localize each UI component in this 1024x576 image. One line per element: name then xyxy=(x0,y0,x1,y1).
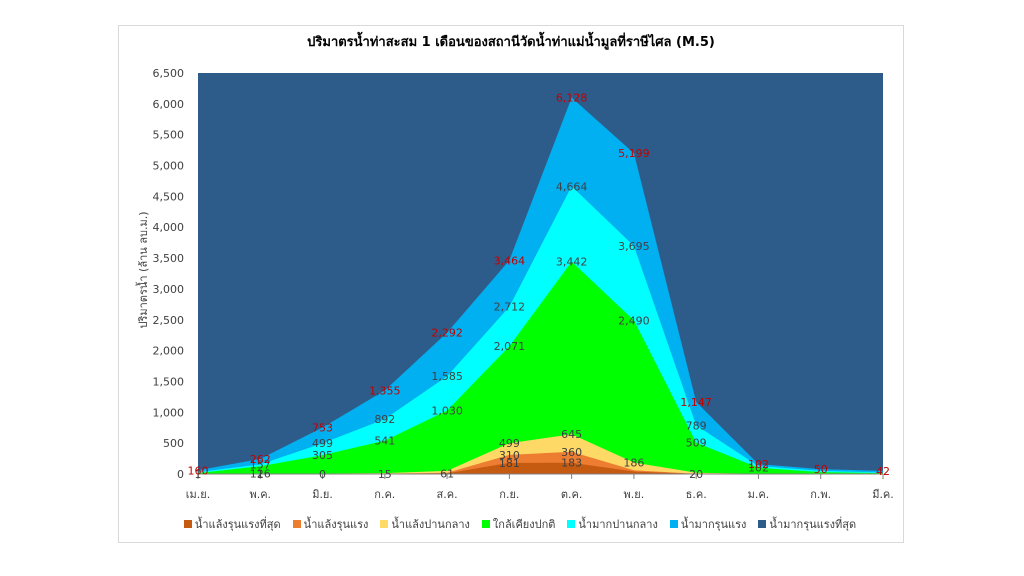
legend-label: น้ำแล้งรุนแรง xyxy=(303,518,369,531)
y-tick-label: 6,000 xyxy=(153,98,185,111)
data-label: 3,695 xyxy=(618,240,650,253)
data-label: 186 xyxy=(623,457,644,470)
y-axis-label: ปริมาตรน้ำ (ล้าน ลบ.ม.) xyxy=(135,211,150,328)
legend-item: น้ำแล้งรุนแรงที่สุด xyxy=(183,515,281,533)
data-label: 1,030 xyxy=(431,404,463,417)
data-label: 3,442 xyxy=(556,256,588,269)
x-tick-label: ก.ค. xyxy=(374,488,395,501)
x-tick-label: พ.ค. xyxy=(249,488,271,501)
y-tick-label: 6,500 xyxy=(153,67,185,80)
legend-item: ใกล้เคียงปกติ xyxy=(481,515,556,533)
data-label: 50 xyxy=(814,463,828,476)
x-tick-label: ม.ค. xyxy=(748,488,770,501)
data-label: 15 xyxy=(378,468,392,481)
x-tick-label: มิ.ย. xyxy=(312,488,333,501)
legend-label: น้ำแล้งรุนแรงที่สุด xyxy=(194,518,281,531)
data-label: 1,147 xyxy=(680,396,712,409)
data-label: 753 xyxy=(312,422,333,435)
x-tick-label: มี.ค. xyxy=(872,488,894,501)
legend-swatch xyxy=(567,520,576,528)
data-label: 102 xyxy=(748,458,769,471)
x-tick-label: ธ.ค. xyxy=(686,488,707,501)
x-tick-label: ส.ค. xyxy=(437,488,458,501)
legend-item: น้ำแล้งรุนแรง xyxy=(292,515,369,533)
data-label: 262 xyxy=(250,453,271,466)
data-label: 61 xyxy=(440,467,454,480)
data-label: 1 xyxy=(257,468,264,481)
area-series-3 xyxy=(198,261,883,474)
y-tick-label: 3,500 xyxy=(153,252,185,265)
data-label: 892 xyxy=(374,413,395,426)
data-label: 499 xyxy=(312,437,333,450)
legend-swatch xyxy=(183,520,192,528)
data-label: 2,071 xyxy=(494,340,526,353)
y-tick-label: 2,500 xyxy=(153,314,185,327)
y-tick-label: 500 xyxy=(163,437,184,450)
y-tick-label: 0 xyxy=(177,468,184,481)
legend-swatch xyxy=(481,520,490,528)
legend-item: น้ำมากปานกลาง xyxy=(567,515,658,533)
data-label: 499 xyxy=(499,437,520,450)
y-tick-label: 4,000 xyxy=(153,221,185,234)
data-label: 0 xyxy=(319,468,326,481)
data-label: 2,292 xyxy=(431,327,463,340)
data-label: 360 xyxy=(561,446,582,459)
data-label: 789 xyxy=(686,419,707,432)
y-tick-label: 2,000 xyxy=(153,345,185,358)
data-label: 2,712 xyxy=(494,301,526,314)
y-tick-label: 3,000 xyxy=(153,283,185,296)
x-tick-label: ก.พ. xyxy=(810,488,831,501)
y-tick-label: 4,500 xyxy=(153,190,185,203)
area-series-0 xyxy=(198,462,883,474)
legend-swatch xyxy=(669,520,678,528)
y-tick-label: 1,000 xyxy=(153,406,185,419)
x-tick-label: ต.ค. xyxy=(561,488,583,501)
x-tick-label: พ.ย. xyxy=(624,488,645,501)
y-tick-label: 5,000 xyxy=(153,160,185,173)
data-label: 1,585 xyxy=(431,370,463,383)
data-label: 20 xyxy=(689,468,703,481)
data-label: 181 xyxy=(499,457,520,470)
data-label: 183 xyxy=(561,457,582,470)
legend-label: น้ำมากรุนแรงที่สุด xyxy=(769,518,857,531)
data-label: 6,128 xyxy=(556,92,588,105)
x-tick-label: เม.ย. xyxy=(186,488,210,501)
legend-label: น้ำมากปานกลาง xyxy=(578,518,658,531)
legend-item: น้ำมากรุนแรง xyxy=(669,515,747,533)
legend-swatch xyxy=(292,520,301,528)
data-label: 42 xyxy=(876,465,890,478)
y-tick-label: 5,500 xyxy=(153,129,185,142)
data-label: 645 xyxy=(561,428,582,441)
chart-title: ปริมาตรน้ำท่าสะสม 1 เดือนของสถานีวัดน้ำท… xyxy=(307,35,715,50)
legend-item: น้ำมากรุนแรงที่สุด xyxy=(758,515,856,533)
data-label: 4,664 xyxy=(556,180,588,193)
data-label: 157 xyxy=(250,458,271,471)
data-label: 102 xyxy=(748,462,769,475)
data-label: 509 xyxy=(686,437,707,450)
data-label: 2,490 xyxy=(618,314,650,327)
legend-swatch xyxy=(380,520,389,528)
data-label: 1,355 xyxy=(369,384,401,397)
data-label: 160 xyxy=(188,464,209,477)
legend: น้ำแล้งรุนแรงที่สุด น้ำแล้งรุนแรง น้ำแล้งป… xyxy=(150,514,890,534)
data-label: 310 xyxy=(499,449,520,462)
legend-item: น้ำแล้งปานกลาง xyxy=(380,515,470,533)
y-tick-label: 1,500 xyxy=(153,375,185,388)
data-label: 305 xyxy=(312,449,333,462)
x-tick-label: ก.ย. xyxy=(499,488,519,501)
legend-label: ใกล้เคียงปกติ xyxy=(492,518,556,531)
data-label: 541 xyxy=(374,435,395,448)
legend-swatch xyxy=(758,520,767,528)
legend-label: น้ำแล้งปานกลาง xyxy=(391,518,470,531)
legend-label: น้ำมากรุนแรง xyxy=(680,518,747,531)
data-label: 3,464 xyxy=(494,254,526,267)
data-label: 5,199 xyxy=(618,147,650,160)
data-label: 126 xyxy=(250,468,271,481)
data-label: 1 xyxy=(195,468,202,481)
